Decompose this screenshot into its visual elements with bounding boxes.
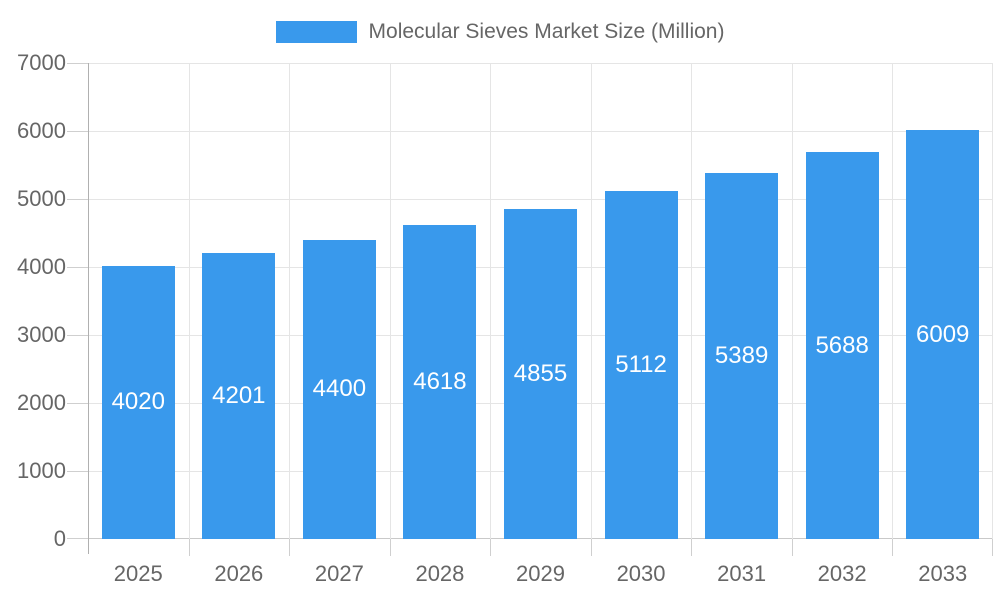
x-tick-mark <box>490 539 491 556</box>
x-axis-tick-label: 2031 <box>717 561 767 586</box>
y-axis-tick-label: 5000 <box>17 186 66 211</box>
v-gridline <box>189 63 190 539</box>
x-tick-mark <box>289 539 290 556</box>
bar-2026[interactable] <box>202 253 276 539</box>
bar-2033[interactable] <box>906 130 980 539</box>
h-gridline <box>88 131 993 132</box>
bar-2028[interactable] <box>403 224 477 539</box>
legend-swatch <box>275 21 357 43</box>
y-axis-tick-label: 2000 <box>17 390 66 415</box>
bar-2027[interactable] <box>302 239 376 539</box>
h-gridline <box>88 63 993 64</box>
y-axis-tick-label: 6000 <box>17 118 66 143</box>
y-axis-tick-label: 3000 <box>17 322 66 347</box>
y-axis-tick-label: 4000 <box>17 254 66 279</box>
x-tick-mark <box>591 539 592 556</box>
y-tick-mark <box>67 403 88 404</box>
bar-2031[interactable] <box>705 172 779 539</box>
y-tick-mark <box>67 267 88 268</box>
x-tick-mark <box>390 539 391 556</box>
x-tick-mark <box>892 539 893 556</box>
y-tick-mark <box>67 538 88 539</box>
v-gridline <box>289 63 290 539</box>
bar-2030[interactable] <box>604 191 678 539</box>
v-gridline <box>490 63 491 539</box>
y-tick-mark <box>67 63 88 64</box>
x-axis-tick-label: 2026 <box>214 561 264 586</box>
x-tick-mark <box>792 539 793 556</box>
y-axis-tick-label: 7000 <box>17 50 66 75</box>
x-axis-tick-label: 2033 <box>918 561 968 586</box>
plot-area: 0 1000 2000 3000 4000 5000 6000 7000 4020 2025 420… <box>17 52 993 585</box>
v-gridline <box>691 63 692 539</box>
bar-2029[interactable] <box>504 208 577 539</box>
x-axis-tick-label: 2029 <box>516 561 565 586</box>
y-axis-tick-label: 0 <box>53 526 66 551</box>
v-gridline <box>992 63 993 539</box>
v-gridline <box>892 63 893 539</box>
legend-label: Molecular Sieves Market Size (Million) <box>368 20 725 43</box>
x-axis-tick-label: 2028 <box>415 561 465 586</box>
x-tick-mark <box>691 539 692 556</box>
v-gridline <box>390 63 391 539</box>
x-tick-mark <box>189 539 190 556</box>
bar-2025[interactable] <box>101 265 175 539</box>
h-gridline <box>88 199 993 200</box>
x-axis-tick-label: 2030 <box>616 561 666 586</box>
v-gridline <box>591 63 592 539</box>
v-gridline <box>792 63 793 539</box>
x-axis-tick-label: 2025 <box>113 561 163 586</box>
y-tick-mark <box>67 335 88 336</box>
y-tick-mark <box>67 471 88 472</box>
y-tick-mark <box>67 199 88 200</box>
x-axis-tick-label: 2027 <box>314 561 364 586</box>
bar-2032[interactable] <box>805 152 879 539</box>
y-tick-mark <box>67 131 88 132</box>
chart-legend[interactable]: Molecular Sieves Market Size (Million) <box>0 21 1000 43</box>
y-axis-tick-label: 1000 <box>17 458 66 483</box>
x-tick-mark <box>992 539 993 556</box>
x-axis-tick-label: 2032 <box>817 561 867 586</box>
y-axis-line <box>88 63 89 554</box>
